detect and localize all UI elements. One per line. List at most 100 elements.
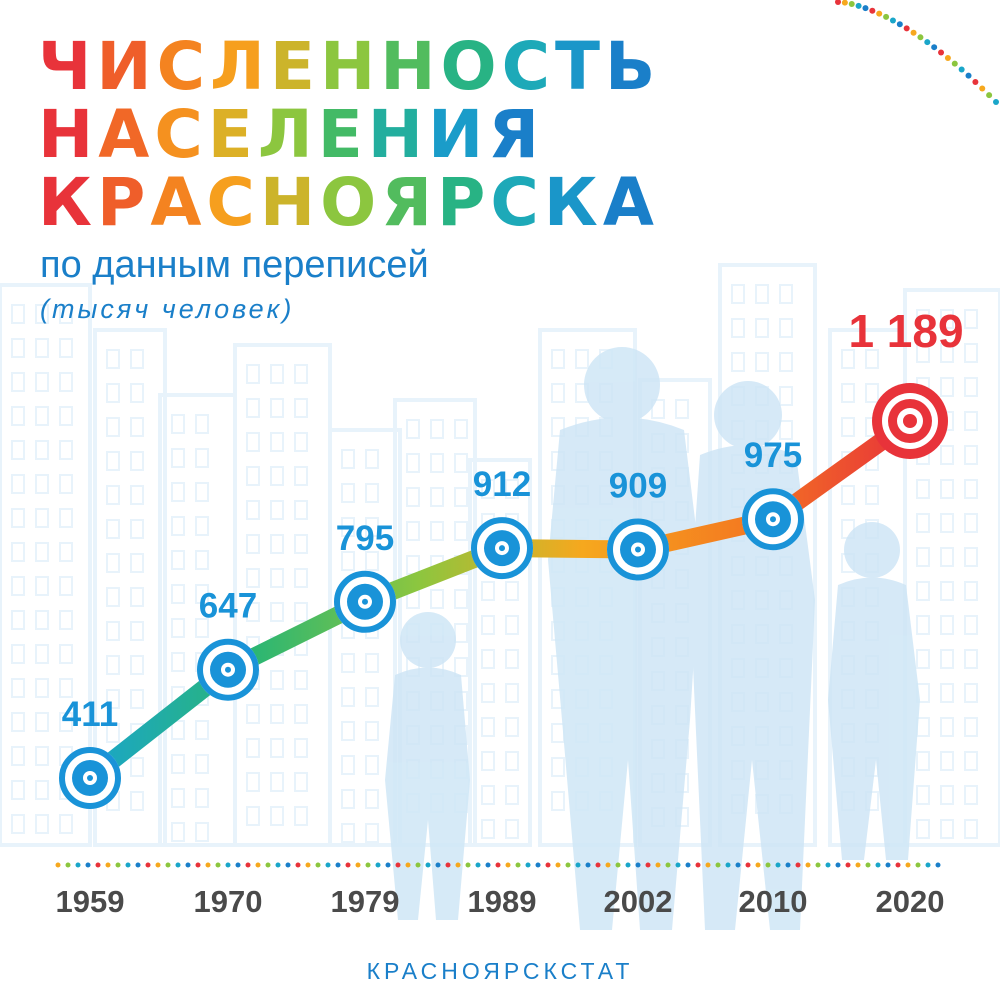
data-point-marker bbox=[607, 518, 669, 581]
baseline-dot bbox=[435, 862, 441, 868]
subtitle: по данным переписей bbox=[40, 244, 429, 286]
baseline-dot bbox=[615, 862, 621, 868]
baseline-dot bbox=[595, 862, 601, 868]
decor-dot bbox=[958, 66, 965, 73]
x-tick-label: 1989 bbox=[468, 884, 537, 919]
data-point-marker bbox=[872, 383, 948, 459]
data-label: 795 bbox=[336, 519, 394, 558]
decor-dot bbox=[979, 85, 986, 92]
baseline-dot bbox=[395, 862, 401, 868]
baseline-dot bbox=[345, 862, 351, 868]
baseline-dot bbox=[85, 862, 91, 868]
baseline-dot bbox=[665, 862, 671, 868]
baseline-dot bbox=[275, 862, 281, 868]
baseline-dot bbox=[475, 862, 481, 868]
baseline-dot bbox=[605, 862, 611, 868]
data-label: 647 bbox=[199, 587, 257, 626]
baseline-dot bbox=[775, 862, 781, 868]
baseline-dot bbox=[825, 862, 831, 868]
decor-dot bbox=[986, 92, 993, 99]
baseline-dot bbox=[105, 862, 111, 868]
baseline-dot bbox=[865, 862, 871, 868]
data-label: 1 189 bbox=[848, 305, 963, 357]
baseline-dot bbox=[495, 862, 501, 868]
title-line-2: НАСЕЛЕНИЯ bbox=[38, 96, 545, 173]
baseline-dot bbox=[365, 862, 371, 868]
baseline-dot bbox=[145, 862, 151, 868]
data-point-marker bbox=[742, 488, 804, 551]
decor-dot bbox=[931, 44, 938, 51]
baseline-dot bbox=[425, 862, 431, 868]
baseline-dot bbox=[675, 862, 681, 868]
baseline-dot bbox=[455, 862, 461, 868]
baseline-dot bbox=[625, 862, 631, 868]
baseline-dot bbox=[325, 862, 331, 868]
baseline-dot bbox=[535, 862, 541, 868]
x-tick-label: 2010 bbox=[739, 884, 808, 919]
baseline-dot bbox=[265, 862, 271, 868]
baseline-dot bbox=[725, 862, 731, 868]
baseline-dot bbox=[695, 862, 701, 868]
decor-dot bbox=[862, 5, 869, 12]
baseline-dot bbox=[135, 862, 141, 868]
decor-dot bbox=[944, 54, 951, 61]
data-label: 909 bbox=[609, 466, 667, 505]
baseline-dot bbox=[925, 862, 931, 868]
data-point-marker bbox=[471, 517, 533, 580]
decor-dot bbox=[841, 0, 848, 6]
baseline-dot bbox=[845, 862, 851, 868]
baseline-dot bbox=[385, 862, 391, 868]
baseline-dot bbox=[235, 862, 241, 868]
data-point-marker bbox=[334, 570, 396, 633]
data-label: 912 bbox=[473, 465, 531, 504]
baseline-dot bbox=[225, 862, 231, 868]
baseline-dot bbox=[355, 862, 361, 868]
baseline-dot bbox=[765, 862, 771, 868]
baseline-dot bbox=[405, 862, 411, 868]
baseline-dot bbox=[485, 862, 491, 868]
baseline-dot bbox=[585, 862, 591, 868]
baseline-dot bbox=[735, 862, 741, 868]
baseline-dot bbox=[545, 862, 551, 868]
baseline-dot bbox=[645, 862, 651, 868]
baseline-dot bbox=[935, 862, 941, 868]
unit-note: (тысяч человек) bbox=[40, 294, 295, 324]
baseline-dot bbox=[335, 862, 341, 868]
x-tick-label: 1959 bbox=[56, 884, 125, 919]
decor-dot bbox=[869, 7, 876, 14]
decor-dot bbox=[917, 34, 924, 41]
decor-dot bbox=[903, 25, 910, 32]
baseline-dot bbox=[755, 862, 761, 868]
baseline-dot bbox=[785, 862, 791, 868]
decor-dot bbox=[993, 99, 999, 105]
decor-dot bbox=[876, 10, 883, 17]
decor-dot bbox=[883, 13, 890, 20]
baseline-dot bbox=[575, 862, 581, 868]
baseline-dot bbox=[55, 862, 61, 868]
baseline-dot bbox=[915, 862, 921, 868]
data-point-marker bbox=[197, 638, 259, 701]
decor-dot bbox=[848, 1, 855, 8]
decor-dot bbox=[910, 29, 917, 36]
baseline-dot bbox=[515, 862, 521, 868]
baseline-dot bbox=[75, 862, 81, 868]
baseline-dot bbox=[295, 862, 301, 868]
baseline-dot bbox=[445, 862, 451, 868]
baseline-dot bbox=[185, 862, 191, 868]
decor-dot bbox=[889, 17, 896, 24]
baseline-dot bbox=[565, 862, 571, 868]
baseline-dot bbox=[815, 862, 821, 868]
decor-dot bbox=[924, 39, 931, 46]
baseline-dot bbox=[195, 862, 201, 868]
baseline-dot bbox=[315, 862, 321, 868]
baseline-dot bbox=[305, 862, 311, 868]
baseline-dot bbox=[375, 862, 381, 868]
baseline-dot bbox=[895, 862, 901, 868]
baseline-dot bbox=[175, 862, 181, 868]
baseline-dot bbox=[655, 862, 661, 868]
baseline-dot bbox=[155, 862, 161, 868]
baseline-dot bbox=[905, 862, 911, 868]
